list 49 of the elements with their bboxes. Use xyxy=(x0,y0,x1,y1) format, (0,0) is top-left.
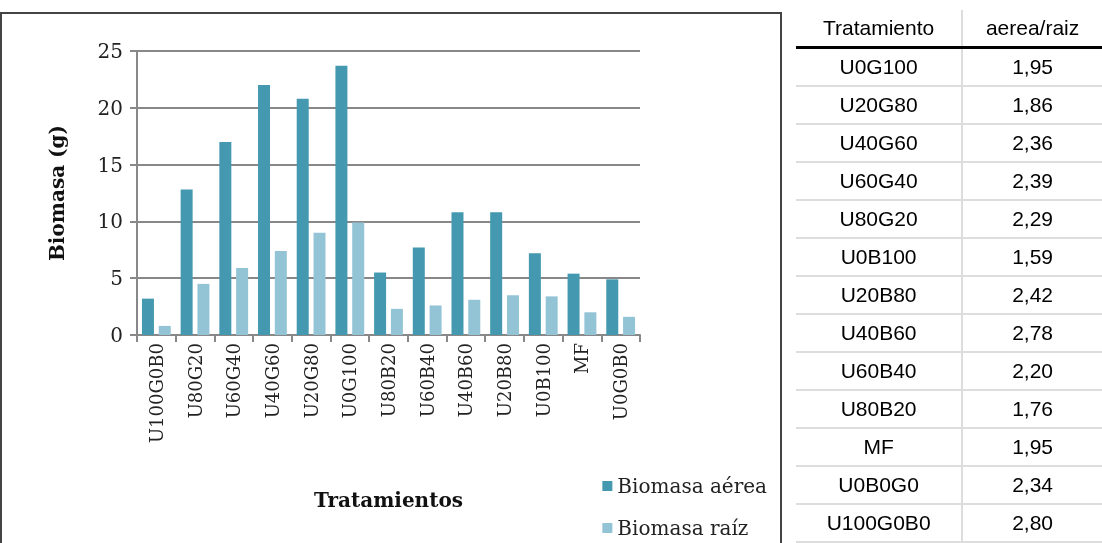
y-tick-label: 15 xyxy=(97,152,123,177)
category-label: U80G20 xyxy=(796,200,963,238)
category-label: U20B80 xyxy=(796,276,963,314)
x-tick-label: U80G20 xyxy=(184,343,206,419)
x-tick-label: U60G40 xyxy=(223,343,245,419)
text: 2,39 xyxy=(1012,169,1054,192)
category-label: U0G100 xyxy=(796,47,963,86)
x-tick-label: U80B20 xyxy=(378,343,399,418)
text: 2,34 xyxy=(1012,473,1054,496)
y-tick-label: 10 xyxy=(97,209,123,234)
x-tick-label: U0G100 xyxy=(339,343,361,419)
x-axis-title: Tratamientos xyxy=(314,488,463,512)
y-tick-label: 25 xyxy=(97,39,123,63)
text: 2,78 xyxy=(1012,321,1054,344)
y-tick-label: 5 xyxy=(110,266,123,291)
text: 1,95 xyxy=(1012,435,1054,458)
y-tick-label: 0 xyxy=(110,323,123,347)
category-label: U40G60 xyxy=(796,124,963,162)
x-tick-label: MF xyxy=(571,343,593,374)
text: 2,36 xyxy=(1012,131,1054,154)
text: Tratamiento xyxy=(796,10,963,48)
category-label: U20G80 xyxy=(796,86,963,124)
x-tick-label: U60B40 xyxy=(416,343,438,418)
category-label: U100G0B0 xyxy=(796,504,963,542)
y-tick-label: 20 xyxy=(97,95,123,120)
category-label: U0B100 xyxy=(796,238,963,276)
x-tick-label: U20G80 xyxy=(300,343,322,419)
text: 1,76 xyxy=(1012,397,1054,420)
x-tick-label: U40G60 xyxy=(261,343,283,419)
text: 1,86 xyxy=(1012,93,1054,116)
category-label: MF xyxy=(796,428,963,466)
legend-label: Biomasa aérea xyxy=(617,474,768,498)
x-tick-label: U0B100 xyxy=(532,343,554,418)
text: 1,59 xyxy=(1012,245,1054,268)
x-tick-label: U20B80 xyxy=(494,343,516,418)
x-tick-label: U40B60 xyxy=(455,343,477,418)
text: 2,80 xyxy=(1012,511,1054,534)
text: 1,95 xyxy=(1012,55,1054,78)
category-label: U0B0G0 xyxy=(796,466,963,504)
text: 2,20 xyxy=(1012,359,1054,382)
y-axis-title: Biomasa (g) xyxy=(45,124,69,262)
text: aerea/raiz xyxy=(962,10,1102,48)
x-tick-label: U0G0B0 xyxy=(610,343,632,421)
text: 2,42 xyxy=(1012,283,1054,306)
x-tick-label: U100G0B0 xyxy=(145,343,167,444)
text: 2,29 xyxy=(1012,207,1054,230)
category-label: U60G40 xyxy=(796,162,963,200)
category-label: U40B60 xyxy=(796,314,963,352)
legend-label: Biomasa raíz xyxy=(617,516,749,540)
